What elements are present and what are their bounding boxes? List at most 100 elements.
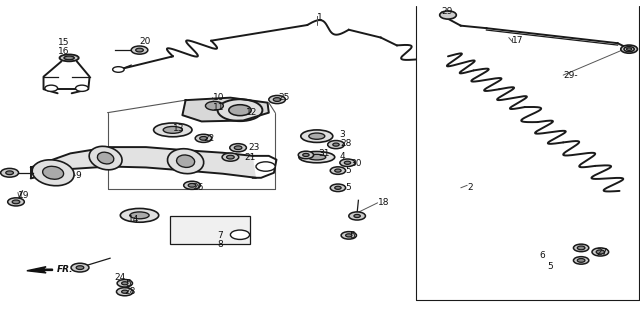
Circle shape <box>340 159 355 167</box>
Ellipse shape <box>163 126 182 133</box>
Polygon shape <box>27 267 52 273</box>
Circle shape <box>122 290 128 293</box>
Text: 12: 12 <box>246 108 258 117</box>
Circle shape <box>6 171 13 175</box>
Circle shape <box>205 101 223 110</box>
Circle shape <box>234 146 242 150</box>
Text: 18: 18 <box>378 198 389 207</box>
Text: 14: 14 <box>128 215 140 224</box>
Text: 4: 4 <box>339 152 345 161</box>
Text: 5: 5 <box>349 231 355 240</box>
Circle shape <box>577 246 585 250</box>
Text: 17: 17 <box>512 36 524 45</box>
Circle shape <box>335 169 341 172</box>
Circle shape <box>256 162 275 171</box>
Circle shape <box>440 11 456 19</box>
Text: 29-: 29- <box>563 71 578 80</box>
Circle shape <box>117 280 132 287</box>
Circle shape <box>113 67 124 72</box>
Circle shape <box>573 257 589 264</box>
Text: 5: 5 <box>125 279 131 288</box>
Circle shape <box>227 155 234 159</box>
Text: 30: 30 <box>351 159 362 168</box>
Circle shape <box>573 244 589 252</box>
Circle shape <box>624 47 634 52</box>
Circle shape <box>354 214 360 218</box>
Text: 13: 13 <box>173 125 184 133</box>
Circle shape <box>341 232 356 239</box>
Text: 8: 8 <box>218 240 223 249</box>
Circle shape <box>76 266 84 269</box>
Ellipse shape <box>120 208 159 222</box>
Circle shape <box>335 186 341 189</box>
Ellipse shape <box>308 154 326 160</box>
Circle shape <box>577 259 585 262</box>
Text: 28: 28 <box>340 140 352 148</box>
Bar <box>170 216 250 244</box>
Circle shape <box>116 288 133 296</box>
Circle shape <box>131 46 148 54</box>
Circle shape <box>349 212 365 220</box>
Ellipse shape <box>32 160 74 186</box>
Ellipse shape <box>218 99 262 121</box>
Ellipse shape <box>301 130 333 142</box>
Circle shape <box>592 248 609 256</box>
Circle shape <box>71 263 89 272</box>
Circle shape <box>184 181 200 189</box>
Text: 10: 10 <box>212 93 224 102</box>
Circle shape <box>1 168 19 177</box>
Text: 1: 1 <box>317 13 323 22</box>
Circle shape <box>328 141 344 149</box>
Circle shape <box>45 85 58 91</box>
Text: 15: 15 <box>58 38 69 47</box>
Text: 7: 7 <box>218 231 223 240</box>
Text: 11: 11 <box>212 103 224 111</box>
Ellipse shape <box>229 105 252 115</box>
Circle shape <box>344 161 351 164</box>
Circle shape <box>200 136 207 140</box>
Circle shape <box>330 167 346 174</box>
Circle shape <box>8 198 24 206</box>
Text: 24: 24 <box>114 274 125 282</box>
Text: 23: 23 <box>248 143 260 152</box>
Text: 5: 5 <box>346 183 351 192</box>
Circle shape <box>122 282 128 285</box>
Circle shape <box>76 85 88 91</box>
Ellipse shape <box>97 152 114 164</box>
Circle shape <box>303 153 309 156</box>
Circle shape <box>330 184 346 192</box>
Circle shape <box>273 98 281 101</box>
Ellipse shape <box>89 146 122 170</box>
Text: 26: 26 <box>192 183 204 192</box>
Circle shape <box>298 151 314 159</box>
Text: 31: 31 <box>319 150 330 158</box>
Circle shape <box>346 234 352 237</box>
Text: 5: 5 <box>346 166 351 175</box>
Circle shape <box>621 45 637 53</box>
Text: 29: 29 <box>442 8 453 16</box>
Polygon shape <box>31 147 256 178</box>
Text: 6: 6 <box>539 251 545 259</box>
Text: 25: 25 <box>278 93 290 102</box>
Text: 9: 9 <box>76 171 81 180</box>
Circle shape <box>333 143 339 146</box>
Text: 28: 28 <box>125 287 136 296</box>
Text: 20: 20 <box>140 37 151 46</box>
Ellipse shape <box>309 133 325 139</box>
Text: 27: 27 <box>596 249 608 257</box>
Text: 21: 21 <box>244 153 256 162</box>
Circle shape <box>136 48 143 52</box>
Ellipse shape <box>64 56 74 60</box>
Circle shape <box>596 250 605 254</box>
Text: 3: 3 <box>339 130 345 139</box>
Ellipse shape <box>299 151 335 163</box>
Text: 5: 5 <box>547 262 553 270</box>
Text: 19: 19 <box>18 191 29 200</box>
Circle shape <box>195 134 212 142</box>
Ellipse shape <box>154 123 192 137</box>
Circle shape <box>188 183 196 187</box>
Text: 2: 2 <box>467 183 473 192</box>
Circle shape <box>12 200 20 204</box>
Text: 22: 22 <box>204 134 215 143</box>
Text: 16: 16 <box>58 47 69 56</box>
